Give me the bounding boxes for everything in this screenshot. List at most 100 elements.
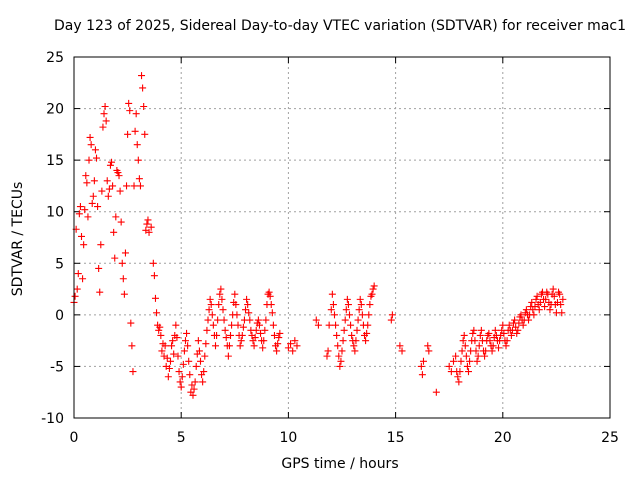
data-point	[232, 301, 240, 309]
data-point	[462, 352, 470, 360]
data-point	[398, 347, 406, 355]
data-point	[519, 321, 527, 329]
data-point	[469, 329, 477, 337]
data-point	[339, 337, 347, 345]
data-point	[120, 290, 128, 298]
data-point	[128, 342, 136, 350]
data-point	[454, 373, 462, 381]
data-point	[242, 306, 250, 314]
data-point	[86, 133, 94, 141]
data-point	[432, 388, 440, 396]
data-point	[500, 329, 508, 337]
y-tick-label: -5	[50, 359, 64, 375]
data-point	[202, 340, 210, 348]
data-point	[333, 331, 341, 339]
data-point	[275, 334, 283, 342]
data-point	[559, 295, 567, 303]
data-point	[536, 298, 544, 306]
data-point	[188, 381, 196, 389]
data-point	[332, 321, 340, 329]
data-point	[145, 228, 153, 236]
data-point	[532, 295, 540, 303]
data-point	[217, 285, 225, 293]
data-point	[109, 182, 117, 190]
data-point	[149, 259, 157, 267]
data-point	[456, 368, 464, 376]
data-point	[449, 357, 457, 365]
data-point	[151, 294, 159, 302]
data-series-mac1	[70, 72, 567, 399]
data-point	[85, 156, 93, 164]
data-point	[165, 364, 173, 372]
data-point	[459, 337, 467, 345]
data-point	[328, 290, 336, 298]
data-point	[269, 321, 277, 329]
data-point	[499, 321, 507, 329]
data-point	[236, 342, 244, 350]
data-point	[340, 326, 348, 334]
data-point	[168, 342, 176, 350]
data-point	[418, 371, 426, 379]
data-point	[156, 323, 164, 331]
data-point	[266, 292, 274, 300]
data-point	[535, 306, 543, 314]
data-point	[189, 391, 197, 399]
data-point	[222, 334, 230, 342]
data-point	[110, 228, 118, 236]
data-point	[78, 232, 86, 240]
x-tick-label: 0	[70, 430, 79, 446]
data-point	[231, 290, 239, 298]
data-point	[350, 342, 358, 350]
data-point	[209, 321, 217, 329]
data-point	[133, 141, 141, 149]
data-point	[164, 373, 172, 381]
data-point	[199, 378, 207, 386]
data-point	[357, 301, 365, 309]
data-point	[233, 311, 241, 319]
x-tick-label: 20	[494, 430, 512, 446]
data-point	[530, 311, 538, 319]
data-point	[74, 270, 82, 278]
y-tick-label: 5	[55, 256, 64, 272]
data-point	[489, 342, 497, 350]
data-point	[250, 342, 258, 350]
data-point	[225, 342, 233, 350]
data-point	[131, 127, 139, 135]
data-point	[174, 352, 182, 360]
data-point	[184, 342, 192, 350]
data-point	[191, 378, 199, 386]
data-point	[470, 326, 478, 334]
data-point	[79, 275, 87, 283]
data-point	[347, 321, 355, 329]
data-point	[84, 213, 92, 221]
data-point	[143, 220, 151, 228]
data-point	[476, 331, 484, 339]
data-point	[213, 331, 221, 339]
data-point	[139, 84, 147, 92]
data-point	[208, 311, 216, 319]
data-point	[557, 301, 565, 309]
data-point	[183, 329, 191, 337]
data-point	[254, 316, 262, 324]
data-point	[155, 326, 163, 334]
y-tick-label: 10	[46, 205, 64, 221]
data-point	[343, 295, 351, 303]
data-point	[114, 169, 122, 177]
data-point	[93, 154, 101, 162]
data-point	[158, 347, 166, 355]
data-point	[76, 203, 84, 211]
data-point	[522, 306, 530, 314]
data-point	[517, 311, 525, 319]
data-point	[546, 306, 554, 314]
data-point	[267, 301, 275, 309]
data-point	[224, 352, 232, 360]
y-tick-label: 15	[46, 153, 64, 169]
data-point	[387, 316, 395, 324]
data-point	[255, 321, 263, 329]
data-point	[89, 192, 97, 200]
data-point	[126, 107, 134, 115]
data-point	[513, 329, 521, 337]
data-point	[368, 290, 376, 298]
data-point	[425, 347, 433, 355]
